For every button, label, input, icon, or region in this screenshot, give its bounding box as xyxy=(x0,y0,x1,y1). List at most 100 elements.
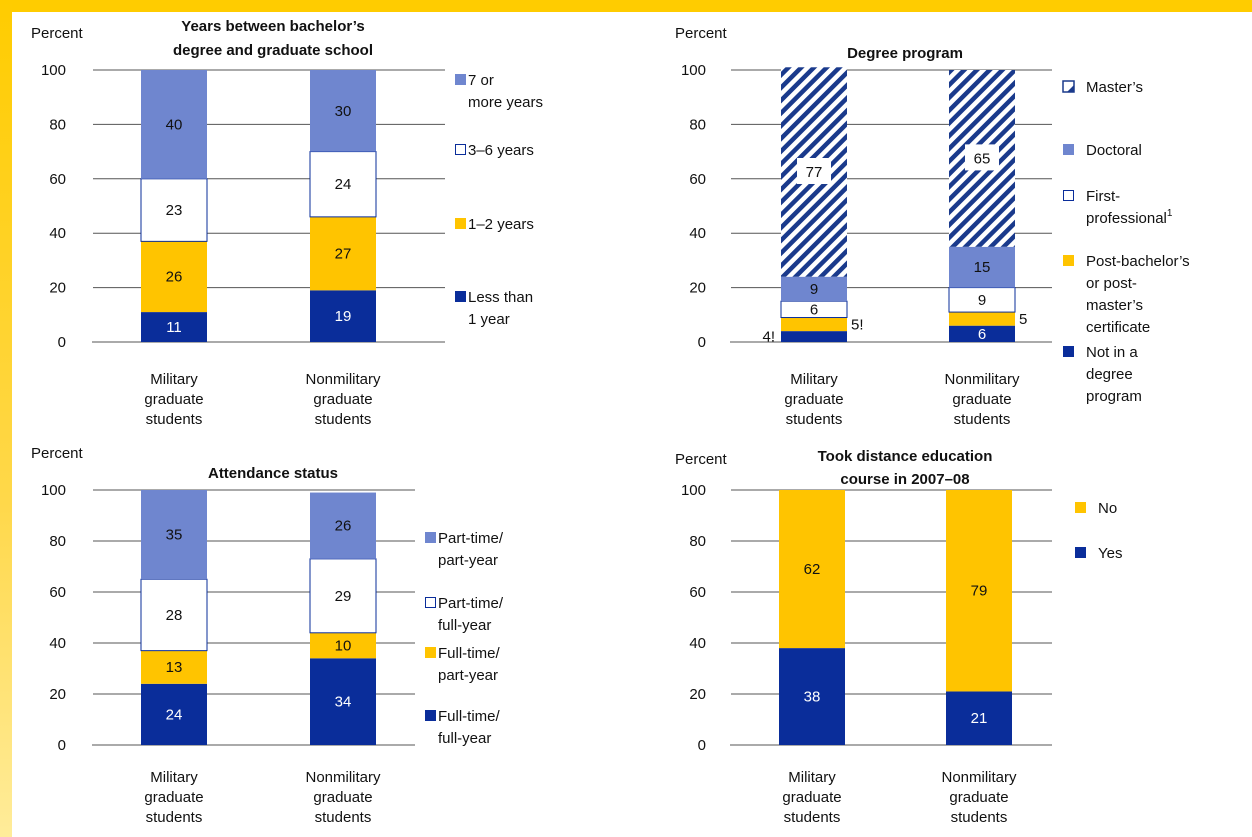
data-label-less-than-1-year-nonmilitary: 19 xyxy=(335,308,352,325)
data-label-no-military: 62 xyxy=(804,561,821,578)
data-label-7-or-more-years-nonmilitary: 30 xyxy=(335,103,352,120)
bar-part-time-full-year-military xyxy=(140,578,208,652)
legend-3-6-years-swatch xyxy=(455,144,466,155)
legend-3-6-years-label-line-1: 3–6 years xyxy=(468,142,534,159)
legend-full-time-full-year-label-line-2: full-year xyxy=(438,730,491,747)
bar-yes-military xyxy=(779,648,845,745)
x-category-label-military-line-2: graduate xyxy=(144,391,203,408)
y-tick-label-80: 80 xyxy=(49,116,66,133)
y-tick-label-40: 40 xyxy=(49,635,66,652)
chart-title-line-2: degree and graduate school xyxy=(173,42,373,59)
y-tick-label-40: 40 xyxy=(49,225,66,242)
bar-3-6-years-military xyxy=(140,178,208,242)
data-label-master-s-nonmilitary-bg xyxy=(965,144,999,171)
legend-first-professional-label-line-2: professional1 xyxy=(1086,208,1173,227)
x-category-label-military-line-2: graduate xyxy=(144,789,203,806)
y-tick-label-100: 100 xyxy=(41,62,66,79)
legend-master-s-label-line-1: Master’s xyxy=(1086,79,1143,96)
legend-not-in-a-degree-program-label-line-1: Not in a xyxy=(1086,344,1138,361)
bar-no-military xyxy=(779,490,845,649)
data-label-1-2-years-military: 26 xyxy=(166,269,183,286)
x-category-label-nonmilitary-line-1: Nonmilitary xyxy=(305,371,381,388)
data-label-master-s-military-bg xyxy=(797,158,831,184)
frame-top-border xyxy=(0,0,1252,12)
data-label-full-time-part-year-nonmilitary: 10 xyxy=(335,638,352,655)
y-axis-label: Percent xyxy=(675,451,728,468)
bar-not-in-a-degree-program-military xyxy=(781,331,847,342)
data-label-first-professional-nonmilitary: 9 xyxy=(978,292,986,309)
y-tick-label-60: 60 xyxy=(49,171,66,188)
x-category-label-military-line-1: Military xyxy=(150,769,198,786)
y-tick-label-40: 40 xyxy=(689,225,706,242)
data-label-doctoral-nonmilitary: 15 xyxy=(974,259,991,276)
legend-doctoral-swatch xyxy=(1063,144,1074,155)
x-category-label-nonmilitary-line-3: students xyxy=(315,411,372,428)
legend-part-time-full-year-label-line-1: Part-time/ xyxy=(438,595,504,612)
bar-less-than-1-year-nonmilitary xyxy=(310,290,376,342)
legend-no-swatch xyxy=(1075,502,1086,513)
data-label-yes-military: 38 xyxy=(804,689,821,706)
bar-doctoral-nonmilitary xyxy=(949,246,1015,288)
bar-less-than-1-year-military xyxy=(141,312,207,342)
x-category-label-nonmilitary-line-3: students xyxy=(954,411,1011,428)
bar-first-professional-nonmilitary xyxy=(948,287,1016,313)
bar-7-or-more-years-nonmilitary xyxy=(310,70,376,152)
data-label-not-in-a-degree-program-nonmilitary: 6 xyxy=(978,326,986,343)
data-label-less-than-1-year-military: 11 xyxy=(166,319,182,336)
bar-doctoral-military xyxy=(781,276,847,302)
y-axis-label: Percent xyxy=(31,25,84,42)
legend-post-bachelor-s-or-post-master-s-certificate-label-line-3: master’s xyxy=(1086,297,1143,314)
y-tick-label-40: 40 xyxy=(689,635,706,652)
y-tick-label-20: 20 xyxy=(689,686,706,703)
legend-post-bachelor-s-or-post-master-s-certificate-label-line-4: certificate xyxy=(1086,319,1150,336)
y-tick-label-20: 20 xyxy=(689,280,706,297)
legend-less-than-1-year-swatch xyxy=(455,291,466,302)
legend-full-time-full-year-label-line-1: Full-time/ xyxy=(438,708,501,725)
legend-1-2-years-label-line-1: 1–2 years xyxy=(468,216,534,233)
legend-part-time-full-year-swatch xyxy=(425,597,436,608)
y-tick-label-80: 80 xyxy=(689,116,706,133)
data-label-post-bachelor-s-or-post-master-s-certificate-nonmilitary: 5 xyxy=(1019,311,1027,328)
y-tick-label-20: 20 xyxy=(49,280,66,297)
x-category-label-military-line-3: students xyxy=(784,809,841,826)
x-category-label-military-line-2: graduate xyxy=(784,391,843,408)
legend-7-or-more-years-label-line-2: more years xyxy=(468,94,543,111)
bar-full-time-part-year-military xyxy=(141,650,207,684)
bar-part-time-part-year-military xyxy=(141,490,207,580)
data-label-not-in-a-degree-program-military: 4! xyxy=(762,329,775,346)
legend-less-than-1-year-label-line-1: Less than xyxy=(468,289,533,306)
legend-full-time-part-year-label-line-1: Full-time/ xyxy=(438,645,501,662)
bar-yes-nonmilitary xyxy=(946,691,1012,745)
y-tick-label-0: 0 xyxy=(58,737,66,754)
y-tick-label-60: 60 xyxy=(689,584,706,601)
chart-title-line-2: course in 2007–08 xyxy=(840,471,969,488)
data-label-yes-nonmilitary: 21 xyxy=(971,710,988,727)
bar-post-bachelor-s-or-post-master-s-certificate-nonmilitary xyxy=(949,312,1015,326)
bar-full-time-full-year-military xyxy=(141,683,207,745)
data-label-7-or-more-years-military: 40 xyxy=(166,116,183,133)
x-category-label-nonmilitary-line-2: graduate xyxy=(313,789,372,806)
x-category-label-nonmilitary-line-2: graduate xyxy=(313,391,372,408)
data-label-full-time-full-year-military: 24 xyxy=(166,706,183,723)
y-axis-label: Percent xyxy=(675,25,728,42)
bar-1-2-years-military xyxy=(141,241,207,313)
x-category-label-military-line-3: students xyxy=(146,411,203,428)
data-label-3-6-years-military: 23 xyxy=(166,202,183,219)
legend-part-time-full-year-label-line-2: full-year xyxy=(438,617,491,634)
legend-yes-swatch xyxy=(1075,547,1086,558)
y-tick-label-100: 100 xyxy=(41,482,66,499)
data-label-full-time-full-year-nonmilitary: 34 xyxy=(335,694,352,711)
y-tick-label-100: 100 xyxy=(681,62,706,79)
bar-full-time-part-year-nonmilitary xyxy=(310,632,376,659)
bar-3-6-years-nonmilitary xyxy=(309,151,377,218)
x-category-label-military-line-3: students xyxy=(786,411,843,428)
x-category-label-military-line-1: Military xyxy=(790,371,838,388)
legend-post-bachelor-s-or-post-master-s-certificate-label-line-2: or post- xyxy=(1086,275,1137,292)
y-tick-label-0: 0 xyxy=(698,737,706,754)
legend-yes-label-line-1: Yes xyxy=(1098,545,1122,562)
legend-7-or-more-years-swatch xyxy=(455,74,466,85)
chart-title-line-1: Degree program xyxy=(847,45,963,62)
